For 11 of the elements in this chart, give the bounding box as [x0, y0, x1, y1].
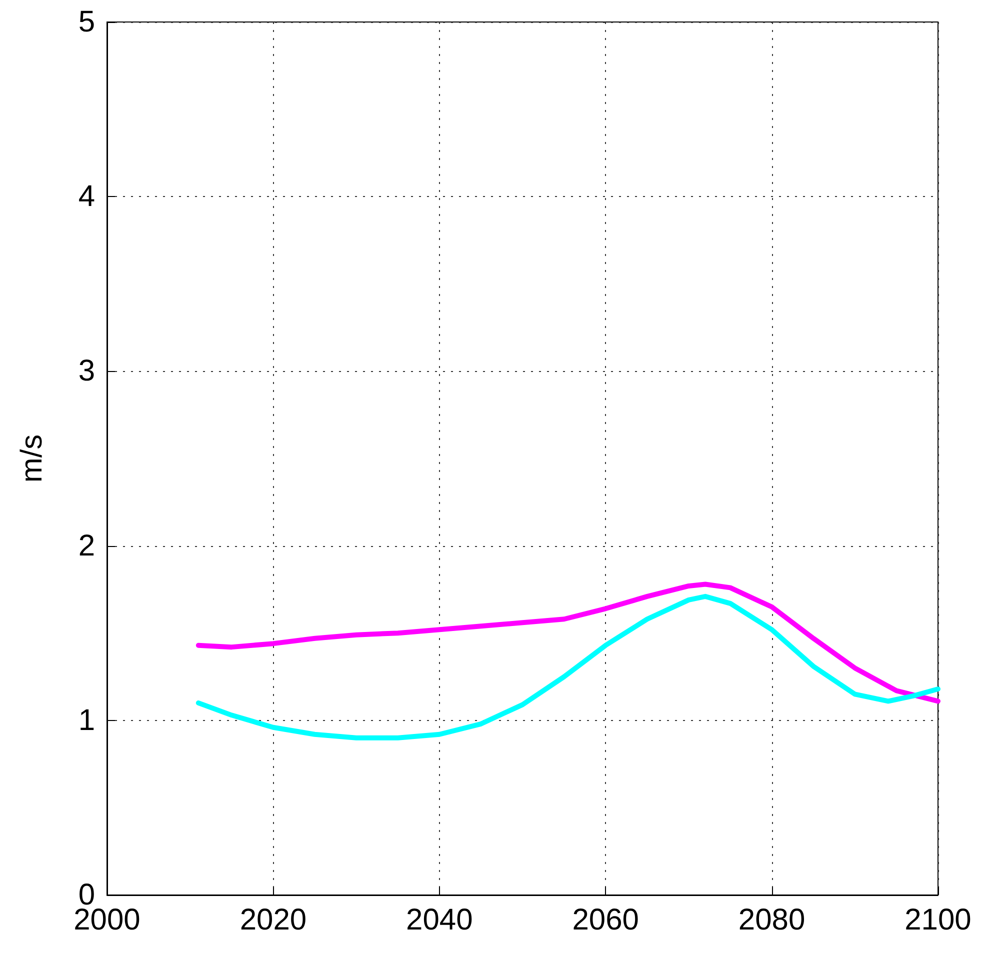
x-tick-label: 2020 [240, 904, 307, 936]
x-tick-label: 2060 [572, 904, 639, 936]
x-tick-label: 2040 [406, 904, 473, 936]
y-tick-label: 1 [78, 704, 95, 737]
y-tick-label: 5 [78, 6, 95, 38]
y-tick-label: 2 [78, 529, 95, 562]
y-tick-label: 4 [78, 180, 95, 214]
x-tick-label: 2100 [904, 904, 972, 936]
y-tick-label: 3 [78, 354, 95, 388]
y-axis-title: m/s [16, 434, 48, 483]
x-tick-label: 2080 [738, 904, 806, 936]
